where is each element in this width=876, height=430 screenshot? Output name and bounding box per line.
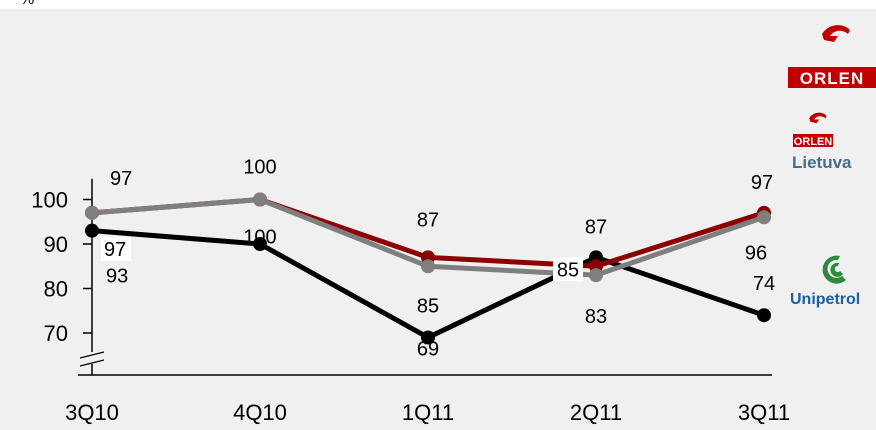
data-label: 97 [110, 168, 132, 190]
y-tick-label: 90 [44, 232, 68, 257]
legend-item-unipetrol: Unipetrol [790, 255, 860, 308]
data-label: 87 [585, 216, 607, 238]
axis-break-mark [79, 351, 105, 359]
unipetrol-logo-icon [822, 255, 846, 284]
series-points [85, 192, 771, 345]
data-label: 69 [417, 338, 439, 360]
data-point [421, 330, 435, 345]
data-point [757, 308, 771, 323]
data-label: 97 [751, 172, 773, 194]
data-label: 93 [106, 266, 128, 288]
orlen-eagle-icon [809, 112, 827, 124]
legend-lietuva-brand: ORLEN [794, 136, 833, 148]
data-point [757, 210, 771, 225]
axes: 70 80 90 100 3Q10 4Q10 1Q11 2Q11 3Q11 [31, 178, 790, 425]
data-point [253, 237, 267, 251]
data-label-box [101, 236, 131, 261]
y-tick-label: 100 [31, 188, 68, 213]
data-point [85, 205, 99, 220]
orlen-eagle-icon [822, 25, 850, 42]
y-tick-label: 80 [44, 277, 68, 302]
y-tick-label: 70 [44, 321, 68, 346]
legend-lietuva-sub: Lietuva [792, 153, 852, 172]
top-strip [0, 0, 876, 9]
unit-label: % [20, 0, 34, 9]
x-tick-label: 3Q11 [738, 400, 790, 425]
data-point [589, 268, 603, 283]
x-tick-label: 3Q10 [65, 400, 119, 425]
data-label: 83 [585, 306, 607, 328]
axis-break-mark [79, 359, 105, 367]
data-point [421, 259, 435, 274]
data-labels: 97 93 97 100 100 69 87 85 87 85 83 97 96 74 [101, 157, 775, 360]
legend: ORLEN ORLEN Lietuva Unipetrol [788, 25, 876, 308]
x-tick-label: 4Q10 [233, 400, 287, 425]
legend-item-orlen: ORLEN [788, 25, 876, 88]
data-label: 85 [417, 295, 439, 317]
legend-orlen-brand: ORLEN [800, 69, 865, 88]
lietuva-badge [793, 134, 833, 147]
legend-unipetrol-brand: Unipetrol [790, 291, 860, 308]
data-label: 97 [104, 239, 126, 261]
data-point [253, 192, 267, 207]
data-label: 87 [417, 209, 439, 231]
data-label: 100 [243, 227, 276, 249]
x-tick-label: 1Q11 [402, 400, 454, 425]
data-label: 85 [557, 259, 579, 281]
data-point [85, 223, 99, 238]
legend-item-lietuva: ORLEN Lietuva [792, 112, 852, 172]
data-label: 96 [745, 242, 767, 264]
data-label: 100 [243, 157, 276, 179]
axis-break-gap [80, 352, 104, 364]
data-label: 74 [753, 273, 775, 295]
orlen-badge [788, 67, 876, 88]
x-tick-label: 2Q11 [570, 400, 622, 425]
data-label-box [553, 257, 583, 282]
